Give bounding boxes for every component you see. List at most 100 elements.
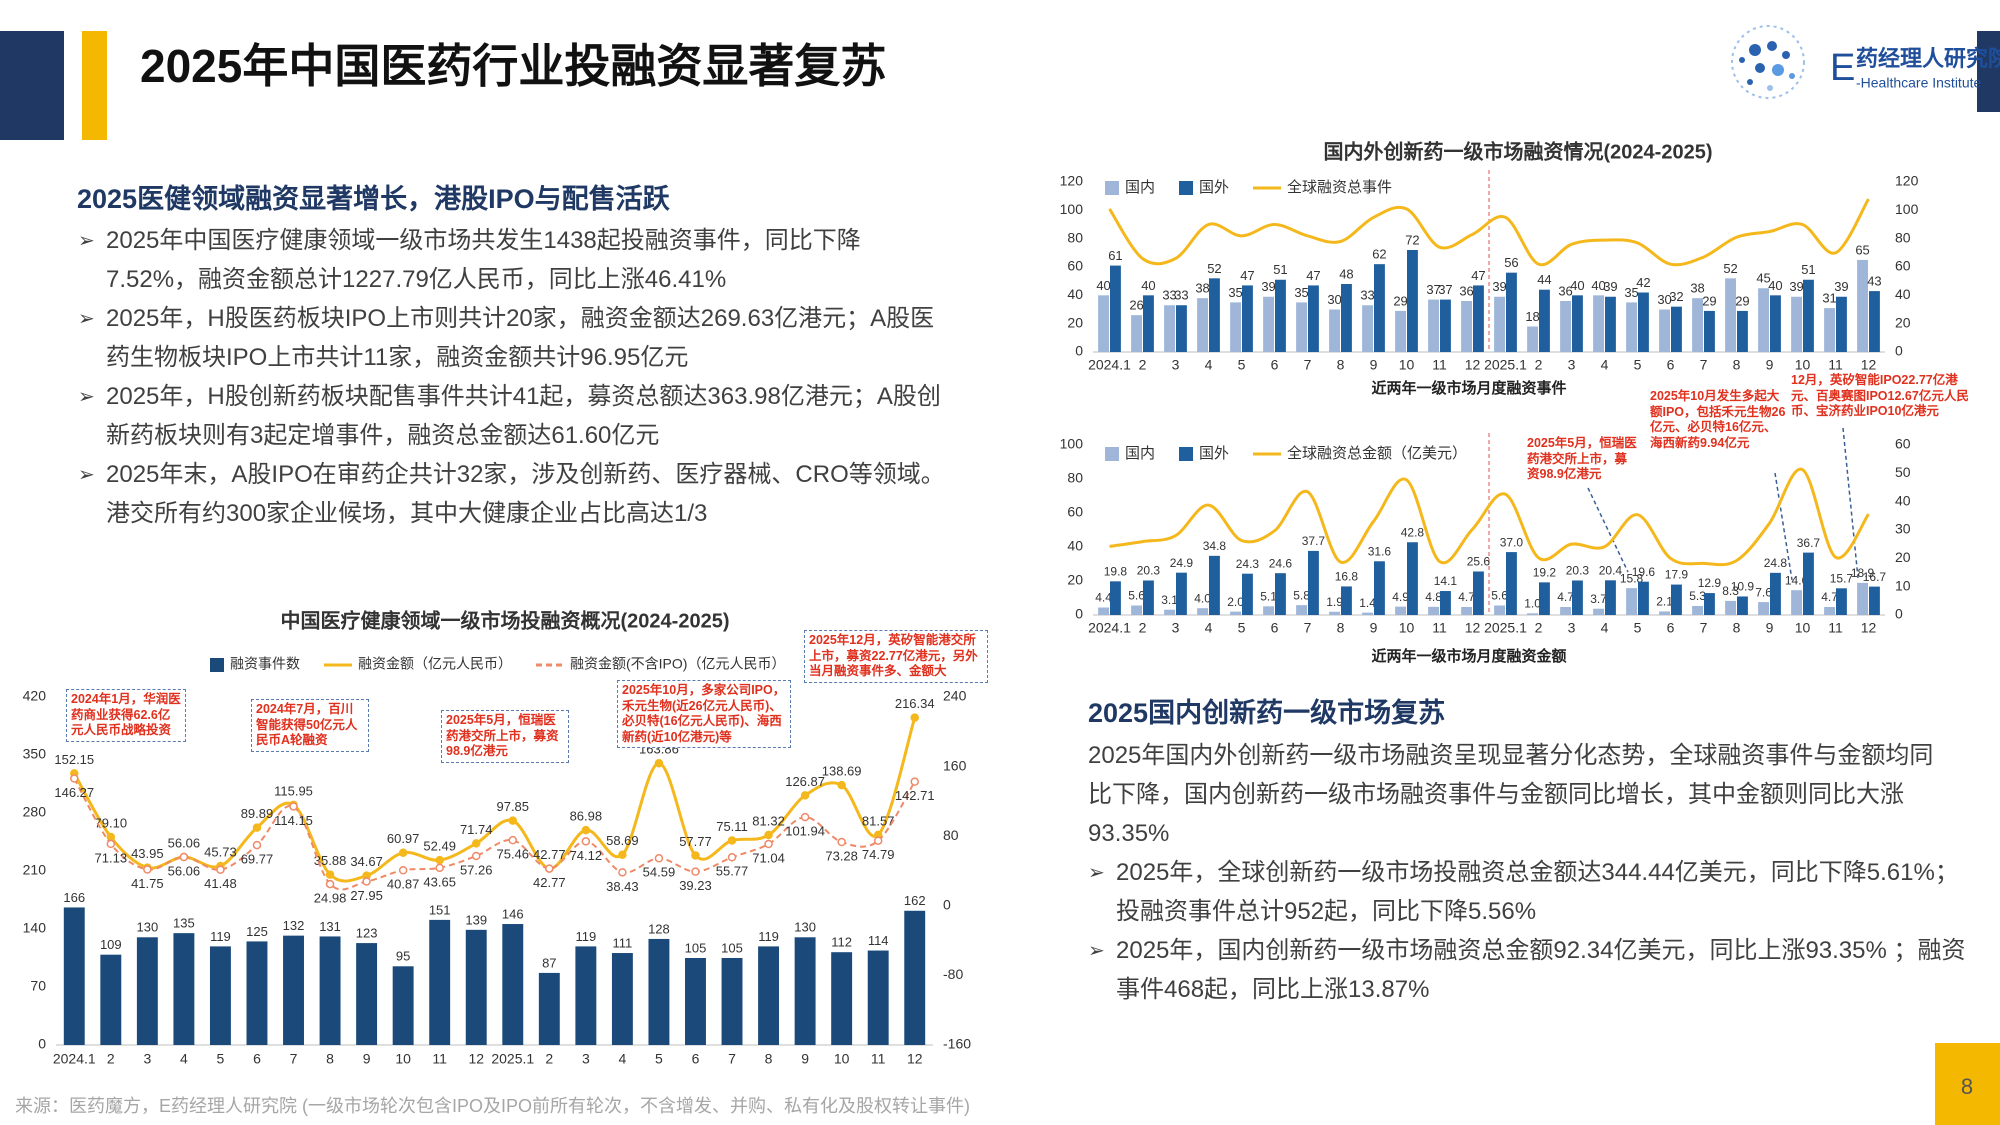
data-label: 18.9 <box>1851 566 1875 580</box>
y-tick-label: 40 <box>1067 538 1083 554</box>
x-tick-label: 6 <box>1271 620 1279 636</box>
legend-swatch <box>1105 181 1119 195</box>
line <box>1109 467 1870 567</box>
point <box>106 839 116 849</box>
bar <box>1638 292 1649 352</box>
x-tick-label: 11 <box>1828 620 1843 636</box>
bar <box>1725 278 1736 352</box>
data-label: 34.67 <box>350 854 383 869</box>
y-tick-label: 120 <box>1060 173 1084 189</box>
bar <box>1242 573 1253 615</box>
annotation-arrows <box>1587 427 1859 581</box>
x-tick-label: 2024.1 <box>53 1051 96 1067</box>
bar <box>1374 264 1385 352</box>
point <box>143 865 152 874</box>
data-label: 130 <box>137 920 159 935</box>
bar <box>1737 596 1748 615</box>
y-tick-label: 210 <box>23 862 47 878</box>
x-tick-label: 6 <box>1667 357 1675 373</box>
x-tick-label: 7 <box>728 1051 736 1067</box>
data-label: 125 <box>246 924 268 939</box>
data-label: 44 <box>1537 272 1551 287</box>
data-label: 1.0 <box>1524 596 1541 610</box>
data-label: 151 <box>429 902 451 917</box>
bar <box>1560 607 1571 615</box>
y2-tick-label: 20 <box>1895 314 1911 330</box>
data-label: 40.87 <box>387 877 420 892</box>
bar <box>1428 606 1439 615</box>
data-label: 37.0 <box>1500 535 1524 549</box>
bar <box>1869 291 1880 352</box>
data-label: 105 <box>721 940 743 955</box>
data-label: 26 <box>1129 298 1143 313</box>
bar <box>1209 278 1220 352</box>
x-tick-label: 8 <box>1337 357 1345 373</box>
bar <box>1164 609 1175 615</box>
bar <box>1857 582 1868 615</box>
point <box>216 865 225 874</box>
x-tick-label: 9 <box>1370 357 1378 373</box>
y2-tick-label: 40 <box>1895 492 1911 508</box>
data-label: 51 <box>1801 262 1815 277</box>
bar <box>1461 607 1472 615</box>
y2-tick-label: 20 <box>1895 549 1911 565</box>
data-label: 51 <box>1273 262 1287 277</box>
data-label: 19.2 <box>1533 566 1557 580</box>
bullet: 2025年，国内创新药一级市场融资总金额92.34亿美元，同比上涨93.35% … <box>1088 931 1968 1009</box>
bullet-list: 2025年，全球创新药一级市场投融资总金额达344.44亿美元，同比下降5.61… <box>1088 853 1968 1009</box>
bar <box>1770 295 1781 352</box>
point <box>910 777 919 786</box>
bar <box>1638 581 1649 615</box>
x-tick-label: 8 <box>326 1051 334 1067</box>
data-label: 29 <box>1702 293 1716 308</box>
x-tick-label: 6 <box>253 1051 261 1067</box>
x-tick-label: 11 <box>432 1051 447 1067</box>
data-label: 130 <box>794 920 816 935</box>
bar <box>1428 299 1439 352</box>
y2-tick-label: 50 <box>1895 464 1911 480</box>
page-title: 2025年中国医药行业投融资显著复苏 <box>140 40 886 92</box>
bar <box>1692 298 1703 352</box>
bar <box>1593 608 1604 615</box>
bar <box>1803 552 1814 615</box>
data-label: 34.8 <box>1203 539 1227 553</box>
bar <box>1407 250 1418 352</box>
header-accent <box>82 31 107 140</box>
x-tick-label: 2025.1 <box>491 1051 534 1067</box>
bullet: 2025年，H股医药板块IPO上市则共计20家，融资金额达269.63亿港元；A… <box>78 299 948 377</box>
x-tick-label: 5 <box>1634 357 1642 373</box>
bar <box>100 954 122 1045</box>
x-tick-label: 3 <box>1172 357 1180 373</box>
section-heading: 2025国内创新药一级市场复苏 <box>1088 698 1446 728</box>
point <box>398 848 408 858</box>
point <box>764 830 773 840</box>
data-label: 4.8 <box>1425 590 1442 604</box>
logo-subtitle: -Healthcare Institute <box>1856 75 1981 91</box>
data-label: 43.65 <box>423 874 456 889</box>
data-label: 57.26 <box>460 862 493 877</box>
bar <box>794 937 816 1045</box>
x-tick-label: 8 <box>1733 620 1741 636</box>
data-label: 37 <box>1438 282 1452 297</box>
data-label: 39 <box>1834 279 1848 294</box>
x-tick-label: 8 <box>765 1051 773 1067</box>
bar <box>1329 611 1340 615</box>
data-label: 38 <box>1195 281 1209 296</box>
bar <box>1758 602 1769 615</box>
data-label: 75.11 <box>716 819 748 834</box>
data-label: 24.3 <box>1236 557 1260 571</box>
bar <box>1164 305 1175 352</box>
data-label: 24.98 <box>314 891 347 906</box>
bar <box>611 953 633 1045</box>
data-label: 30 <box>1657 292 1671 307</box>
bar <box>1110 581 1121 615</box>
bar <box>1263 296 1274 352</box>
y2-tick-label: 100 <box>1895 201 1919 217</box>
point <box>618 850 627 859</box>
data-label: 24.9 <box>1170 556 1194 570</box>
bar <box>1494 296 1505 352</box>
data-label: 36.7 <box>1797 536 1821 550</box>
data-label: 58.69 <box>606 833 639 848</box>
data-label: 5.8 <box>1293 588 1310 602</box>
